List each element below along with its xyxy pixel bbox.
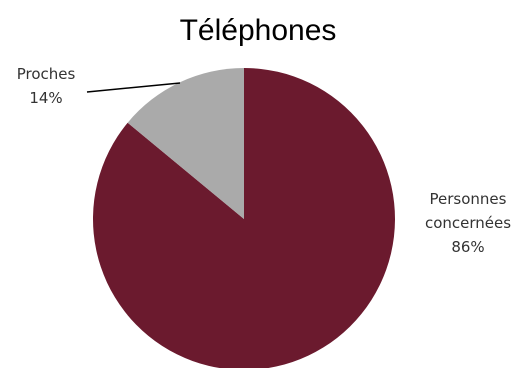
pie-labels: Personnes concernées 86% Proches 14% <box>17 65 512 256</box>
slice-name-label: Personnes <box>430 190 507 208</box>
slice-value-label: 14% <box>29 89 62 107</box>
chart-title: Téléphones <box>180 14 337 47</box>
slice-value-label: 86% <box>451 238 484 256</box>
pie-slice-proches <box>127 68 244 219</box>
pie-slices <box>93 68 395 368</box>
pie-slice-personnes-concernées <box>93 68 395 368</box>
slice-name-label: concernées <box>425 214 511 232</box>
leader-line <box>86 82 181 93</box>
slice-name-label: Proches <box>17 65 76 83</box>
